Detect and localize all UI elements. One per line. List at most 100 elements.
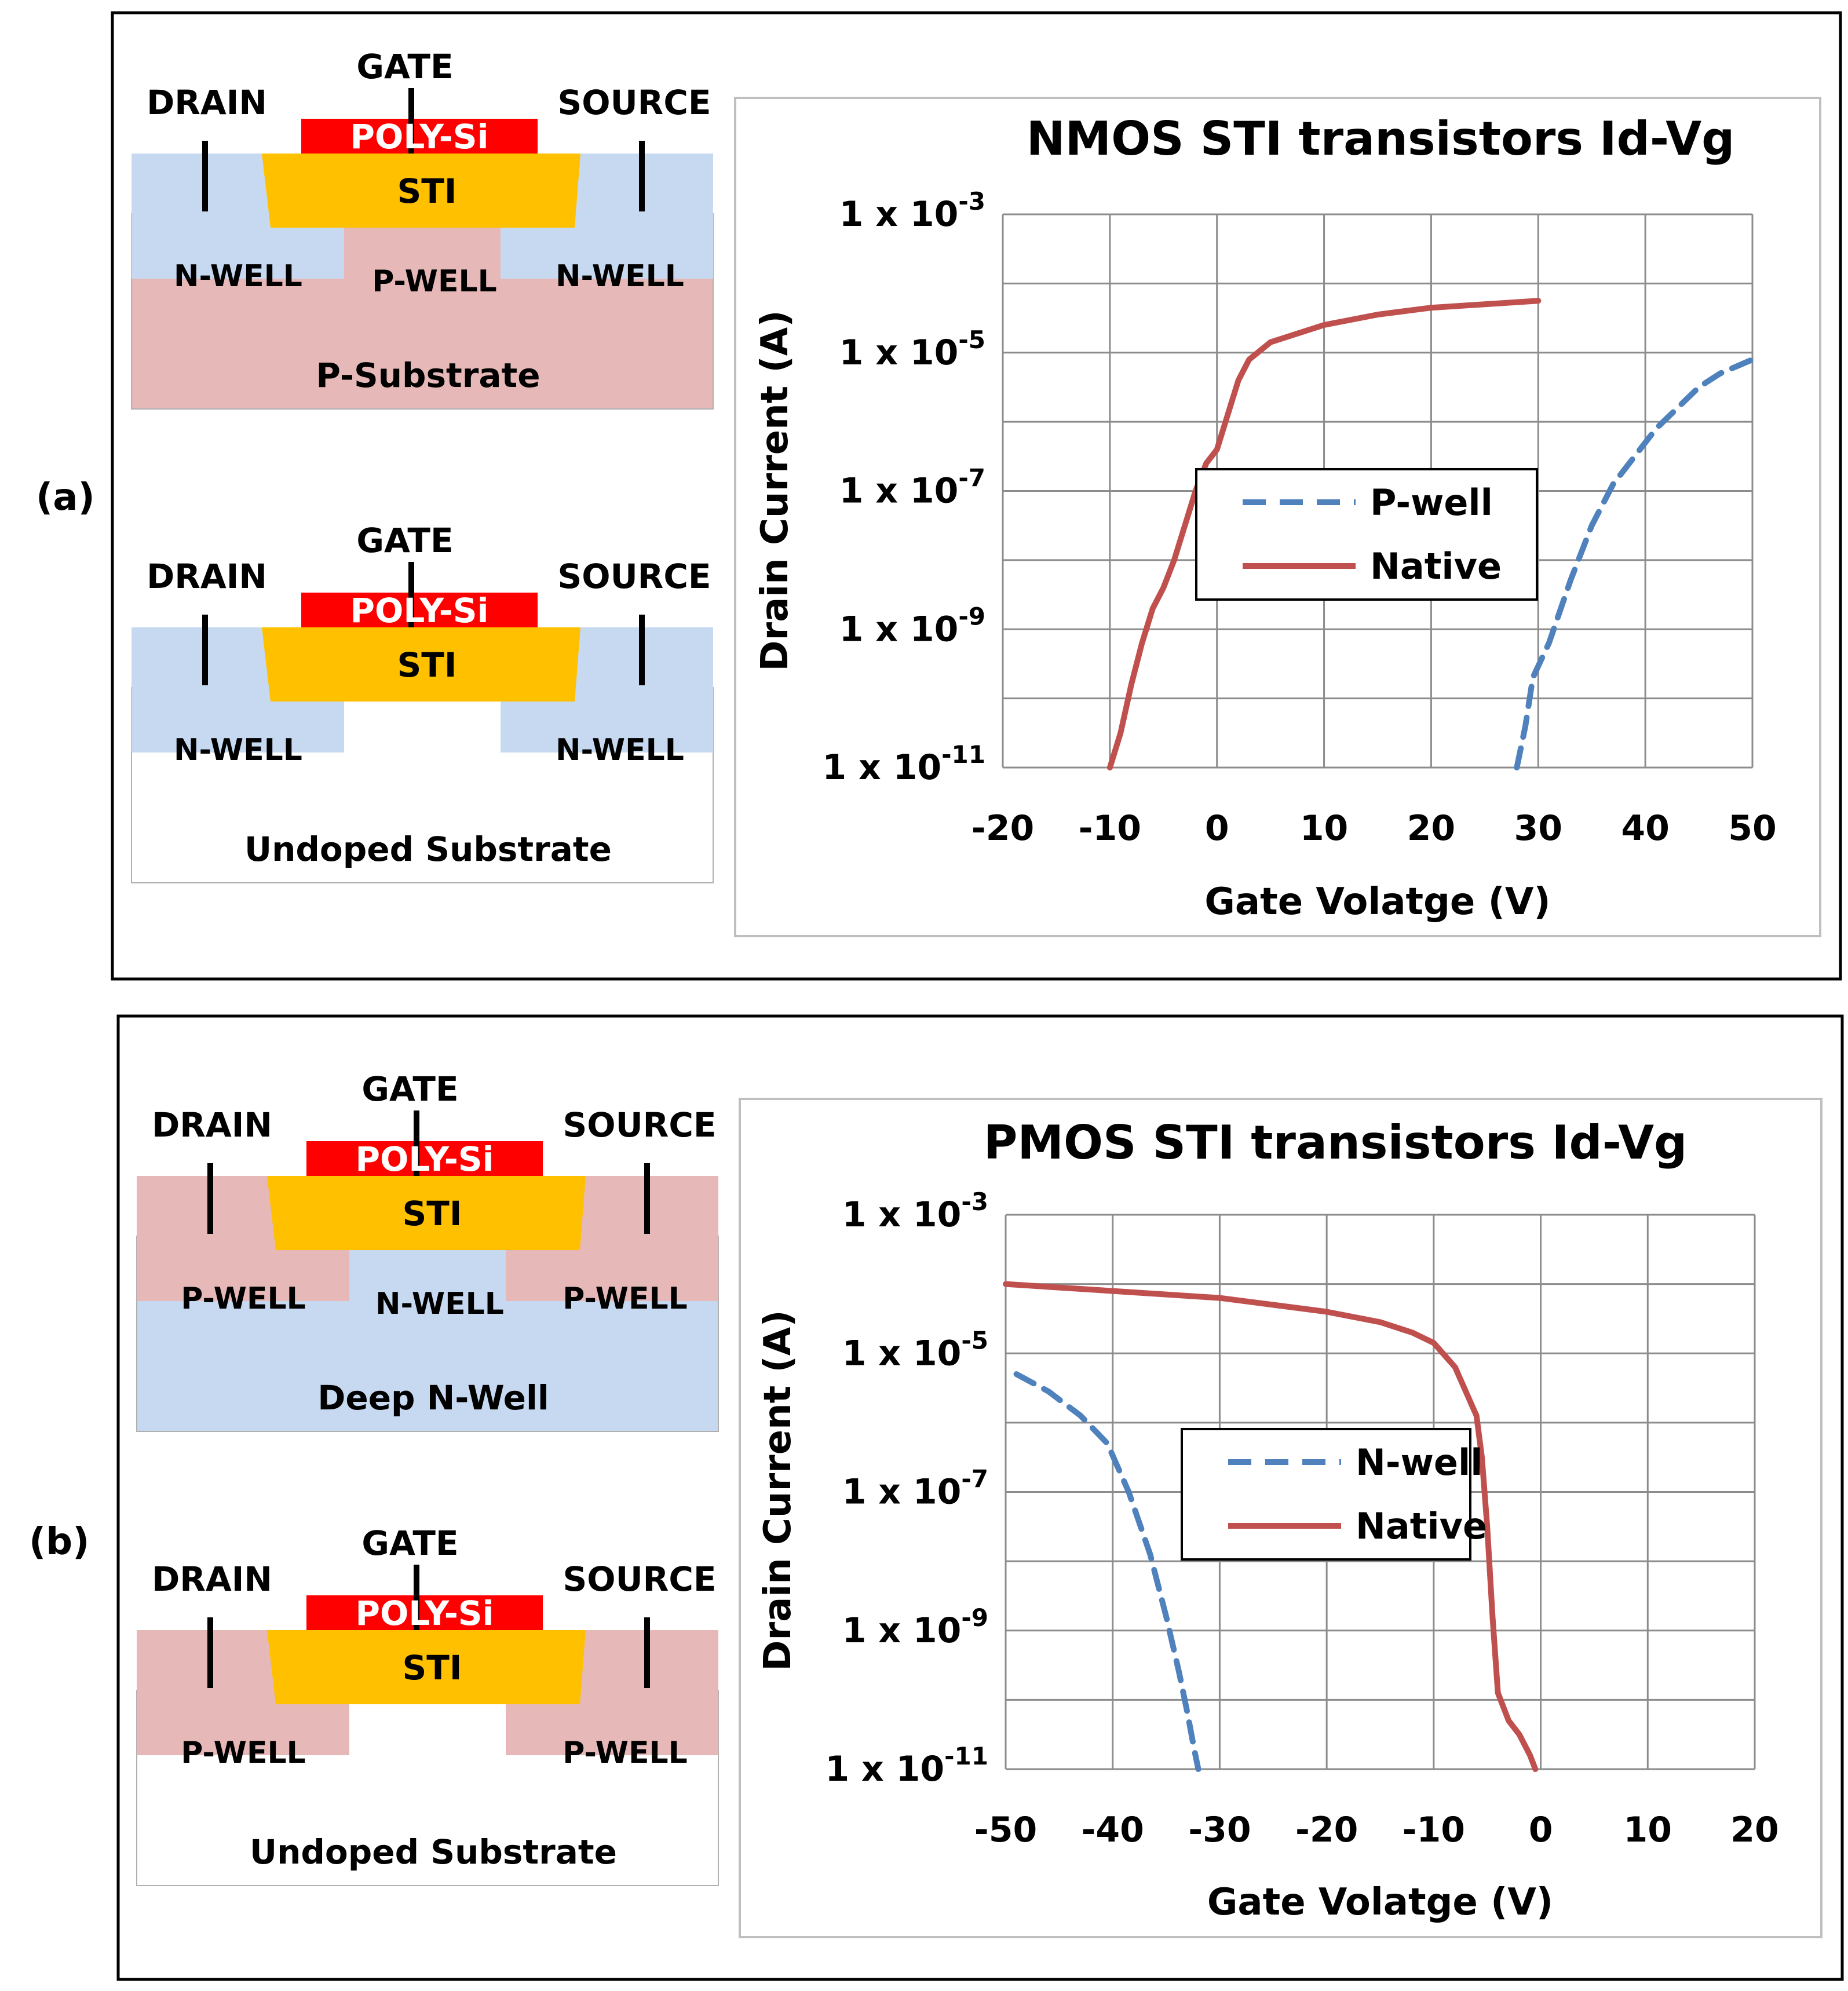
- y-tick-label: 1 x 10-3: [839, 187, 985, 235]
- y-tick-label: 1 x 10-11: [822, 740, 985, 788]
- x-tick-label: -50: [974, 1810, 1037, 1850]
- gate-label: GATE: [356, 47, 453, 86]
- left-region-label: N-WELL: [174, 733, 302, 768]
- sti-region: [267, 1176, 586, 1250]
- device-diagram: DRAIN GATE SOURCE POLY-Si STI P-WELL N-WELL P-W…: [136, 1069, 719, 1432]
- source-label: SOURCE: [557, 83, 711, 122]
- x-tick-label: 0: [1529, 1810, 1553, 1850]
- right-region-label: P-WELL: [563, 1281, 688, 1316]
- y-tick-base: 1 x 10: [839, 609, 959, 649]
- source-label: SOURCE: [563, 1105, 716, 1145]
- poly-gate: [306, 1141, 543, 1176]
- sti-region: [262, 154, 580, 228]
- device-diagram: DRAIN GATE SOURCE POLY-Si STI N-WELL P-WELL N-W…: [131, 47, 714, 410]
- x-tick-label: 10: [1300, 808, 1349, 849]
- substrate-label: Undoped Substrate: [244, 830, 612, 869]
- device-diagram: DRAIN GATE SOURCE POLY-Si STI N-WELL N-WELL Und…: [131, 521, 714, 883]
- sti-region: [267, 1630, 586, 1704]
- sti-label: STI: [397, 171, 457, 211]
- y-tick-base: 1 x 10: [842, 1333, 962, 1373]
- y-tick-exponent: -5: [958, 326, 985, 354]
- drain-label: DRAIN: [147, 83, 267, 122]
- x-tick-label: -10: [1403, 1810, 1465, 1850]
- x-axis-label: Gate Volatge (V): [1204, 881, 1550, 923]
- left-region-label: N-WELL: [174, 259, 302, 294]
- x-tick-label: 20: [1407, 808, 1456, 849]
- x-tick-label: 10: [1624, 1810, 1672, 1850]
- x-tick-label: 40: [1621, 808, 1670, 849]
- device-diagram: DRAIN GATE SOURCE POLY-Si STI P-WELL P-WELL Und…: [136, 1524, 719, 1886]
- gate-label: GATE: [361, 1069, 458, 1109]
- poly-label: POLY-Si: [356, 1139, 494, 1179]
- y-tick-exponent: -5: [961, 1326, 988, 1354]
- right-region-label: N-WELL: [556, 733, 684, 768]
- y-tick-base: 1 x 10: [839, 333, 959, 373]
- sti-label: STI: [403, 1648, 462, 1687]
- x-tick-label: 50: [1728, 808, 1777, 849]
- series-line-p-well: [1514, 356, 1755, 770]
- y-tick-label: 1 x 10-5: [842, 1326, 988, 1373]
- y-tick-label: 1 x 10-9: [839, 602, 985, 649]
- y-tick-exponent: -3: [961, 1188, 988, 1216]
- center-region-label: P-WELL: [372, 264, 497, 299]
- left-region-label: P-WELL: [181, 1281, 306, 1316]
- substrate-label: Deep N-Well: [317, 1378, 549, 1418]
- legend-box: [1195, 468, 1538, 601]
- x-axis-label: Gate Volatge (V): [1207, 1881, 1553, 1924]
- poly-label: POLY-Si: [350, 591, 489, 630]
- y-tick-base: 1 x 10: [842, 1610, 962, 1651]
- y-tick-base: 1 x 10: [825, 1749, 944, 1789]
- y-tick-label: 1 x 10-5: [839, 326, 985, 373]
- y-tick-base: 1 x 10: [842, 1194, 962, 1235]
- legend-box: [1181, 1428, 1471, 1561]
- legend-label: P-well: [1370, 481, 1493, 524]
- left-region-label: P-WELL: [181, 1736, 306, 1770]
- chart-title: PMOS STI transistors Id-Vg: [984, 1116, 1688, 1170]
- drain-label: DRAIN: [147, 557, 267, 596]
- x-tick-label: -20: [1295, 1810, 1358, 1850]
- y-tick-exponent: -11: [944, 1742, 988, 1770]
- legend-label: Native: [1356, 1505, 1487, 1547]
- sti-label: STI: [397, 645, 457, 685]
- series-line-native: [1106, 298, 1542, 770]
- chart-b: PMOS STI transistors Id-Vg1 x 10-31 x 10…: [757, 1116, 1779, 1924]
- drain-label: DRAIN: [152, 1559, 272, 1599]
- legend-label: N-well: [1356, 1441, 1482, 1484]
- drain-label: DRAIN: [152, 1105, 272, 1145]
- chart-title: NMOS STI transistors Id-Vg: [1027, 112, 1735, 166]
- poly-gate: [301, 593, 538, 627]
- x-tick-label: -20: [972, 808, 1034, 849]
- source-label: SOURCE: [557, 557, 711, 596]
- y-tick-base: 1 x 10: [822, 747, 941, 788]
- y-tick-exponent: -3: [958, 187, 985, 215]
- sti-label: STI: [403, 1194, 462, 1233]
- y-tick-base: 1 x 10: [839, 471, 959, 512]
- gate-label: GATE: [361, 1524, 458, 1563]
- series-line-n-well: [1013, 1371, 1201, 1772]
- x-tick-label: 20: [1730, 1810, 1779, 1850]
- y-tick-label: 1 x 10-11: [825, 1742, 988, 1789]
- y-tick-exponent: -7: [961, 1465, 988, 1493]
- panel-a-frame: [111, 11, 1842, 981]
- y-axis-label: Drain Current (A): [757, 1310, 799, 1671]
- panel-b-frame: [116, 1014, 1844, 1981]
- panel-a: (a) DRAIN GATE SOURCE POLY-Si STI N-WELL P-WEL…: [36, 11, 1842, 981]
- y-tick-exponent: -9: [961, 1603, 988, 1632]
- panel-b: (b) DRAIN GATE SOURCE POLY-Si STI P-WELL N-WEL…: [29, 1014, 1844, 1981]
- chart-a: NMOS STI transistors Id-Vg1 x 10-31 x 10…: [754, 112, 1777, 923]
- y-tick-exponent: -7: [958, 464, 985, 492]
- gate-label: GATE: [356, 521, 453, 560]
- x-tick-label: -10: [1079, 808, 1141, 849]
- series-line-native: [1003, 1281, 1539, 1772]
- y-tick-base: 1 x 10: [842, 1472, 962, 1513]
- y-tick-label: 1 x 10-7: [842, 1465, 988, 1513]
- x-tick-label: -40: [1082, 1810, 1144, 1850]
- right-region-label: P-WELL: [563, 1736, 688, 1770]
- substrate-label: Undoped Substrate: [250, 1832, 617, 1872]
- poly-gate: [306, 1595, 543, 1630]
- right-region-label: N-WELL: [556, 259, 684, 294]
- poly-label: POLY-Si: [356, 1594, 494, 1633]
- y-tick-label: 1 x 10-9: [842, 1603, 988, 1651]
- center-region-label: N-WELL: [375, 1287, 504, 1321]
